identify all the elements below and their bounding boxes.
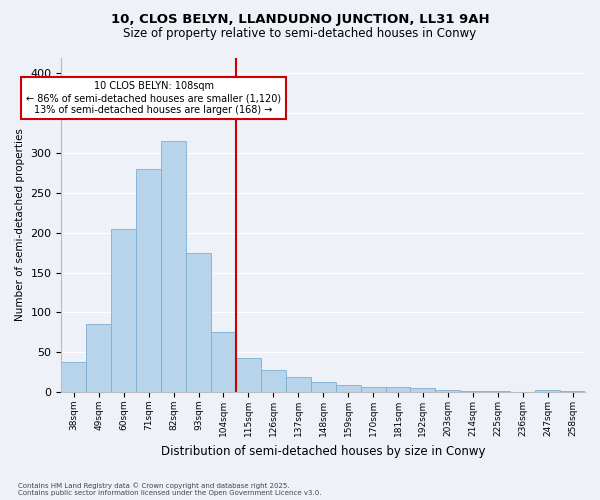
Bar	[61, 362, 86, 392]
Bar	[211, 332, 236, 392]
Text: Size of property relative to semi-detached houses in Conwy: Size of property relative to semi-detach…	[124, 28, 476, 40]
X-axis label: Distribution of semi-detached houses by size in Conwy: Distribution of semi-detached houses by …	[161, 444, 485, 458]
Bar	[535, 390, 560, 392]
Bar	[560, 390, 585, 392]
Text: Contains public sector information licensed under the Open Government Licence v3: Contains public sector information licen…	[18, 490, 322, 496]
Text: 10, CLOS BELYN, LLANDUDNO JUNCTION, LL31 9AH: 10, CLOS BELYN, LLANDUDNO JUNCTION, LL31…	[110, 12, 490, 26]
Bar	[286, 377, 311, 392]
Bar	[236, 358, 261, 392]
Bar	[186, 252, 211, 392]
Bar	[161, 141, 186, 392]
Text: Contains HM Land Registry data © Crown copyright and database right 2025.: Contains HM Land Registry data © Crown c…	[18, 482, 290, 489]
Bar	[410, 388, 436, 392]
Bar	[460, 390, 485, 392]
Text: 10 CLOS BELYN: 108sqm
← 86% of semi-detached houses are smaller (1,120)
13% of s: 10 CLOS BELYN: 108sqm ← 86% of semi-deta…	[26, 82, 281, 114]
Bar	[111, 229, 136, 392]
Bar	[436, 390, 460, 392]
Bar	[361, 388, 386, 392]
Bar	[86, 324, 111, 392]
Bar	[136, 169, 161, 392]
Y-axis label: Number of semi-detached properties: Number of semi-detached properties	[15, 128, 25, 322]
Bar	[335, 385, 361, 392]
Bar	[311, 382, 335, 392]
Bar	[261, 370, 286, 392]
Bar	[386, 388, 410, 392]
